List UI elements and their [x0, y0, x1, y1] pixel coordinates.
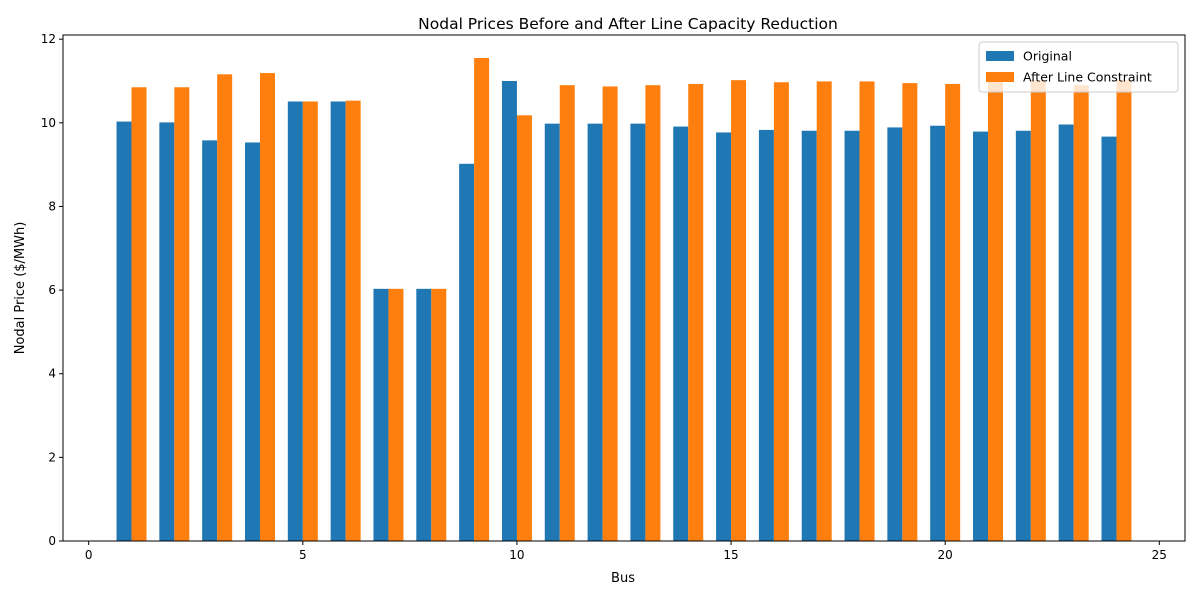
- bar-original-bus-16: [758, 129, 774, 541]
- bar-after-constraint-bus-15: [731, 80, 747, 541]
- bar-after-constraint-bus-20: [945, 83, 961, 542]
- y-tick-label: 0: [48, 534, 56, 548]
- bars-layer: [116, 58, 1132, 542]
- x-tick-label: 5: [299, 548, 307, 562]
- bar-after-constraint-bus-16: [773, 82, 789, 541]
- bar-after-constraint-bus-6: [345, 100, 361, 542]
- bar-original-bus-2: [159, 122, 175, 542]
- legend-swatch-after-constraint: [986, 72, 1014, 82]
- x-tick-label: 10: [509, 548, 524, 562]
- bar-original-bus-21: [973, 131, 989, 541]
- bar-after-constraint-bus-4: [259, 73, 275, 542]
- x-tick-label: 25: [1152, 548, 1167, 562]
- bar-original-bus-22: [1015, 130, 1031, 541]
- bar-original-bus-4: [245, 142, 260, 541]
- bar-after-constraint-bus-19: [902, 83, 918, 541]
- bar-after-constraint-bus-7: [388, 288, 404, 541]
- bar-original-bus-17: [801, 130, 817, 541]
- bar-original-bus-15: [716, 132, 732, 541]
- x-axis-label: Bus: [611, 571, 635, 586]
- y-tick-label: 10: [41, 116, 56, 130]
- bar-original-bus-1: [116, 121, 132, 541]
- bar-after-constraint-bus-24: [1116, 80, 1132, 541]
- bar-original-bus-23: [1058, 124, 1074, 542]
- bar-after-constraint-bus-22: [1030, 80, 1046, 541]
- x-tick-label: 15: [723, 548, 738, 562]
- chart-title: Nodal Prices Before and After Line Capac…: [418, 15, 838, 33]
- bar-after-constraint-bus-10: [516, 115, 532, 541]
- bar-original-bus-11: [544, 123, 560, 542]
- bar-original-bus-13: [630, 123, 646, 542]
- bar-original-bus-24: [1101, 136, 1117, 541]
- bar-original-bus-5: [287, 101, 303, 542]
- y-tick-label: 8: [48, 199, 56, 213]
- axes-layer: 0 5 10 15 20 25 0 2 4 6 8 10 12: [41, 32, 1186, 562]
- bar-original-bus-3: [202, 140, 218, 541]
- bar-after-constraint-bus-14: [688, 83, 704, 542]
- plot-frame: [62, 34, 1186, 542]
- bar-after-constraint-bus-2: [174, 87, 190, 542]
- bar-original-bus-8: [416, 288, 432, 541]
- legend-label-original: Original: [1023, 49, 1072, 64]
- bar-after-constraint-bus-21: [988, 80, 1003, 541]
- bar-after-constraint-bus-23: [1073, 85, 1089, 542]
- legend-box: [978, 41, 1179, 93]
- y-tick-label: 12: [41, 32, 56, 46]
- bar-original-bus-19: [887, 127, 903, 542]
- legend: Original After Line Constraint: [978, 41, 1179, 93]
- bar-original-bus-9: [459, 163, 475, 542]
- bar-original-bus-14: [673, 126, 689, 541]
- bar-original-bus-18: [844, 130, 860, 541]
- bar-after-constraint-bus-3: [217, 74, 233, 541]
- x-tick-label: 20: [938, 548, 953, 562]
- y-tick-label: 4: [48, 367, 56, 381]
- bar-after-constraint-bus-8: [431, 288, 447, 541]
- y-axis-label: Nodal Price ($/MWh): [13, 222, 28, 355]
- bar-after-constraint-bus-18: [859, 81, 875, 542]
- x-tick-label: 0: [85, 548, 93, 562]
- bar-after-constraint-bus-5: [302, 101, 318, 542]
- bar-original-bus-20: [930, 125, 946, 541]
- bar-after-constraint-bus-1: [131, 87, 147, 542]
- bar-after-constraint-bus-9: [474, 58, 490, 541]
- bar-after-constraint-bus-12: [602, 86, 618, 541]
- bar-original-bus-10: [501, 81, 517, 541]
- y-tick-label: 6: [48, 283, 56, 297]
- bar-original-bus-7: [373, 288, 389, 541]
- bar-after-constraint-bus-17: [816, 81, 832, 542]
- bar-original-bus-12: [587, 123, 603, 542]
- bar-original-bus-6: [330, 101, 346, 542]
- y-tick-label: 2: [48, 450, 56, 464]
- bar-after-constraint-bus-13: [645, 85, 661, 542]
- bar-after-constraint-bus-11: [559, 85, 575, 542]
- legend-label-after-constraint: After Line Constraint: [1023, 70, 1152, 85]
- legend-swatch-original: [986, 51, 1014, 61]
